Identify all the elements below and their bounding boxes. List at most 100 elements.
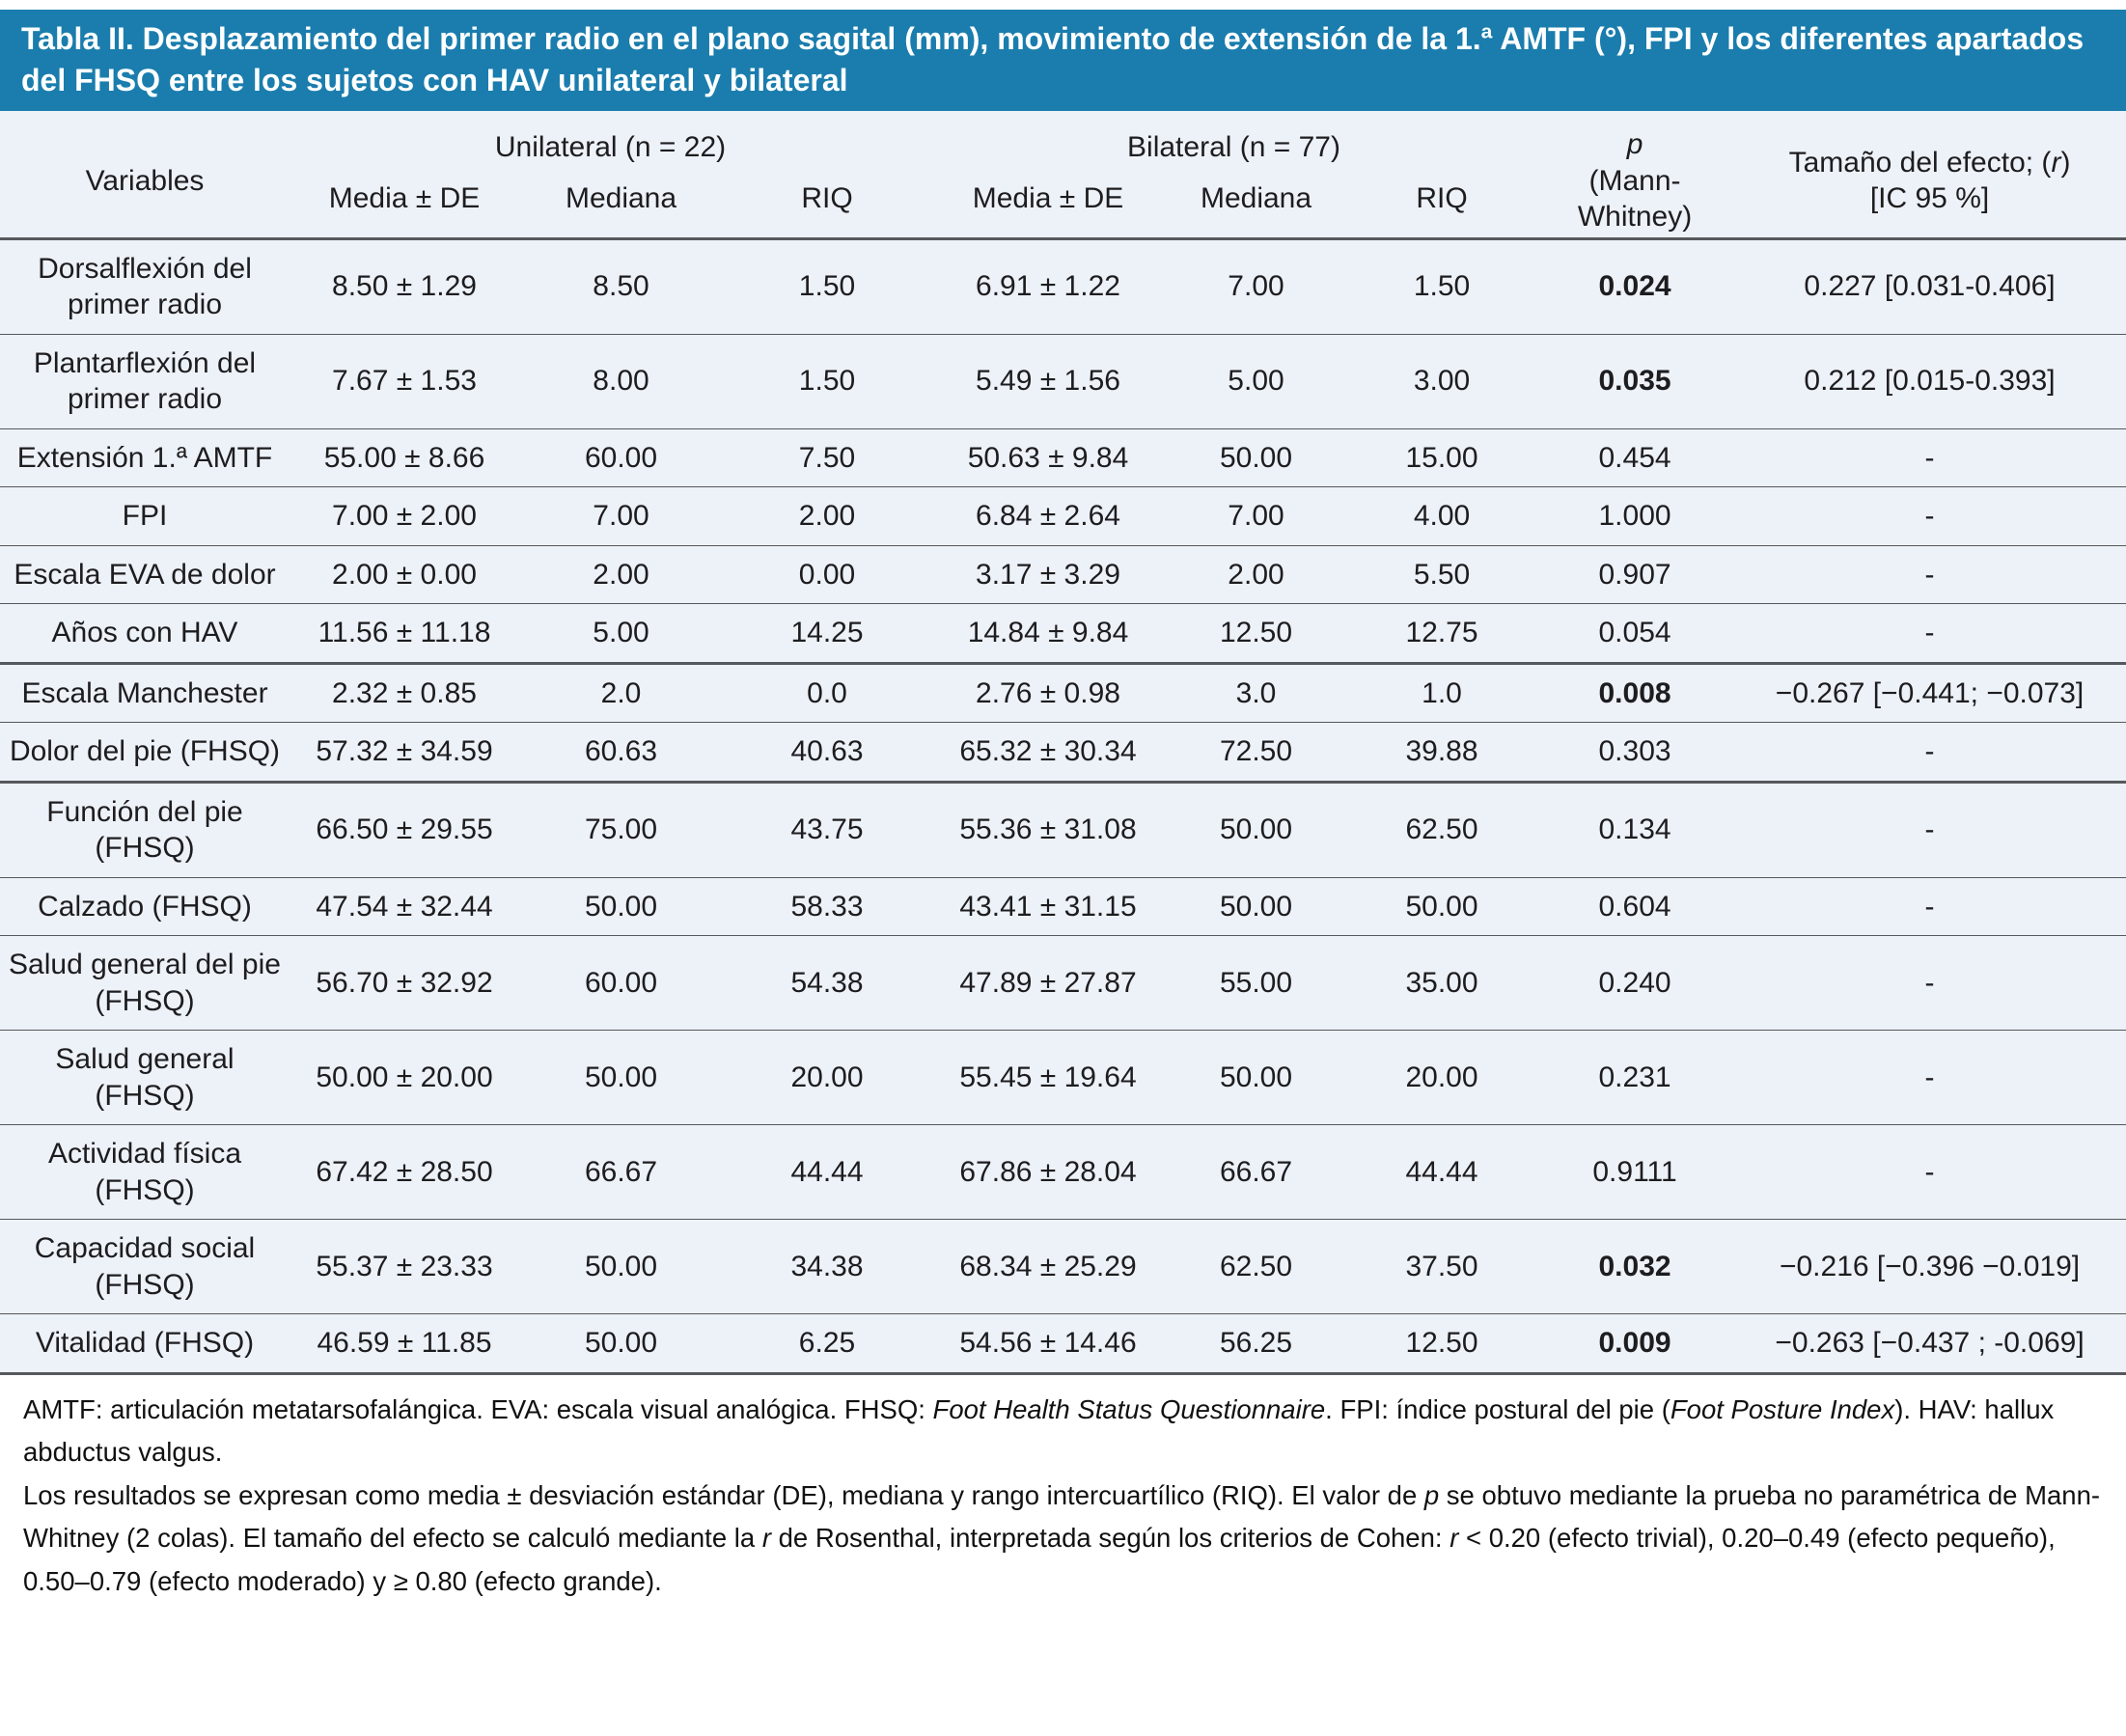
cell-effect: −0.263 [−0.437 ; -0.069] — [1775, 1327, 2085, 1360]
cell-label: Capacidad social (FHSQ) — [34, 1232, 256, 1301]
cell-p: 0.008 — [1598, 676, 1671, 709]
table-row: Salud general (FHSQ) 50.00 ± 20.00 50.00 20… — [0, 1031, 2126, 1125]
cell-p: 0.032 — [1598, 1250, 1671, 1282]
cell-u-riq: 6.25 — [798, 1327, 856, 1360]
cell-b-media: 47.89 ± 27.87 — [959, 966, 1137, 999]
footnotes: AMTF: articulación metatarsofalángica. E… — [0, 1374, 2126, 1604]
cell-b-media: 65.32 ± 30.34 — [959, 735, 1137, 768]
col-subheader-mediana-unilateral: Mediana — [565, 181, 677, 214]
cell-u-riq: 0.0 — [807, 676, 847, 709]
cell-label: Dolor del pie (FHSQ) — [9, 735, 281, 768]
cell-label: Calzado (FHSQ) — [38, 890, 252, 923]
cell-b-media: 54.56 ± 14.46 — [959, 1327, 1137, 1360]
cell-b-mediana: 12.50 — [1219, 617, 1293, 649]
cell-b-riq: 62.50 — [1405, 813, 1478, 846]
cell-b-media: 2.76 ± 0.98 — [976, 676, 1120, 709]
cell-u-mediana: 75.00 — [584, 813, 658, 846]
cell-u-riq: 20.00 — [790, 1061, 864, 1093]
header-group-row: Variables Unilateral (n = 22) Bilateral … — [0, 111, 2126, 233]
cell-b-mediana: 7.00 — [1228, 270, 1284, 303]
cell-effect: - — [1924, 617, 1935, 649]
cell-u-media: 55.00 ± 8.66 — [323, 441, 485, 474]
table-row: Extensión 1.ª AMTF 55.00 ± 8.66 60.00 7.50 5… — [0, 428, 2126, 487]
table-row: Escala Manchester 2.32 ± 0.85 2.0 0.0 2.76 ±… — [0, 663, 2126, 723]
footnote-abbreviations: AMTF: articulación metatarsofalángica. E… — [23, 1393, 2055, 1468]
cell-b-riq: 44.44 — [1405, 1155, 1478, 1188]
table-row: Calzado (FHSQ) 47.54 ± 32.44 50.00 58.33 43.… — [0, 877, 2126, 936]
cell-u-mediana: 8.00 — [593, 365, 649, 398]
cell-b-mediana: 56.25 — [1219, 1327, 1293, 1360]
cell-b-media: 14.84 ± 9.84 — [967, 617, 1129, 649]
cell-u-media: 46.59 ± 11.85 — [317, 1327, 492, 1360]
footnote-methods: Los resultados se expresan como media ± … — [23, 1479, 2101, 1596]
cell-b-mediana: 3.0 — [1235, 676, 1277, 709]
cell-u-riq: 1.50 — [798, 270, 856, 303]
col-subheader-riq-unilateral: RIQ — [801, 181, 853, 214]
cell-u-riq: 14.25 — [790, 617, 864, 649]
cell-label: Escala Manchester — [21, 676, 268, 709]
cell-u-riq: 0.00 — [798, 558, 856, 591]
cell-u-mediana: 66.67 — [584, 1155, 658, 1188]
cell-b-riq: 20.00 — [1405, 1061, 1478, 1093]
cell-u-media: 55.37 ± 23.33 — [316, 1250, 493, 1282]
cell-u-mediana: 60.00 — [584, 966, 658, 999]
cell-effect: −0.216 [−0.396 −0.019] — [1779, 1250, 2081, 1282]
cell-effect: - — [1924, 735, 1935, 768]
cell-label: Función del pie (FHSQ) — [46, 795, 243, 865]
cell-b-riq: 37.50 — [1405, 1250, 1478, 1282]
cell-u-media: 56.70 ± 32.92 — [316, 966, 493, 999]
table-row: Vitalidad (FHSQ) 46.59 ± 11.85 50.00 6.25 54… — [0, 1314, 2126, 1374]
table-row: Capacidad social (FHSQ) 55.37 ± 23.33 50.0… — [0, 1220, 2126, 1314]
cell-p: 0.054 — [1598, 617, 1671, 649]
cell-p: 0.303 — [1598, 735, 1671, 768]
cell-b-mediana: 2.00 — [1228, 558, 1284, 591]
cell-p: 1.000 — [1598, 500, 1671, 533]
cell-u-media: 57.32 ± 34.59 — [316, 735, 493, 768]
cell-b-mediana: 50.00 — [1219, 1061, 1293, 1093]
cell-u-media: 7.67 ± 1.53 — [332, 365, 477, 398]
table-row: Actividad física (FHSQ) 67.42 ± 28.50 66.6… — [0, 1125, 2126, 1220]
cell-u-media: 8.50 ± 1.29 — [332, 270, 477, 303]
cell-u-media: 66.50 ± 29.55 — [316, 813, 493, 846]
cell-b-media: 67.86 ± 28.04 — [959, 1155, 1137, 1188]
cell-b-mediana: 7.00 — [1228, 500, 1284, 533]
data-table: Variables Unilateral (n = 22) Bilateral … — [0, 111, 2126, 1375]
cell-effect: 0.212 [0.015-0.393] — [1804, 365, 2056, 398]
cell-b-media: 50.63 ± 9.84 — [967, 441, 1129, 474]
cell-p: 0.035 — [1598, 365, 1671, 398]
cell-u-mediana: 2.00 — [593, 558, 649, 591]
cell-u-riq: 40.63 — [790, 735, 864, 768]
col-header-effect-size: Tamaño del efecto; (r) [IC 95 %] — [1733, 111, 2126, 238]
col-group-unilateral: Unilateral (n = 22) — [494, 131, 727, 164]
cell-b-media: 68.34 ± 25.29 — [959, 1250, 1137, 1282]
cell-p: 0.009 — [1598, 1327, 1671, 1360]
cell-u-mediana: 7.00 — [593, 500, 649, 533]
col-header-p-mann-whitney: p (Mann- Whitney) — [1536, 111, 1733, 238]
table-row: Dorsalflexión del primer radio 8.50 ± 1.2… — [0, 238, 2126, 335]
cell-label: Extensión 1.ª AMTF — [16, 441, 273, 474]
p-test-line1: (Mann- — [1588, 164, 1681, 197]
cell-effect: 0.227 [0.031-0.406] — [1804, 270, 2056, 303]
cell-b-riq: 1.50 — [1413, 270, 1471, 303]
cell-label: Dorsalflexión del primer radio — [38, 252, 252, 321]
cell-b-media: 5.49 ± 1.56 — [976, 365, 1120, 398]
cell-b-riq: 12.50 — [1405, 1327, 1478, 1360]
cell-b-riq: 12.75 — [1405, 617, 1478, 649]
cell-b-media: 6.91 ± 1.22 — [976, 270, 1120, 303]
cell-label: Actividad física (FHSQ) — [47, 1138, 242, 1206]
cell-u-mediana: 50.00 — [584, 890, 658, 923]
cell-u-riq: 1.50 — [798, 365, 856, 398]
cell-u-media: 67.42 ± 28.50 — [316, 1155, 493, 1188]
cell-b-media: 3.17 ± 3.29 — [976, 558, 1120, 591]
cell-b-riq: 5.50 — [1413, 558, 1471, 591]
cell-b-riq: 39.88 — [1405, 735, 1478, 768]
cell-u-media: 47.54 ± 32.44 — [316, 890, 493, 923]
cell-label: Vitalidad (FHSQ) — [35, 1327, 255, 1360]
table-row: Salud general del pie (FHSQ) 56.70 ± 32.9… — [0, 936, 2126, 1031]
cell-effect: - — [1924, 966, 1935, 999]
cell-p: 0.9111 — [1592, 1155, 1677, 1188]
cell-u-media: 2.32 ± 0.85 — [332, 676, 477, 709]
cell-label: Años con HAV — [51, 617, 238, 649]
cell-effect: - — [1924, 558, 1935, 591]
